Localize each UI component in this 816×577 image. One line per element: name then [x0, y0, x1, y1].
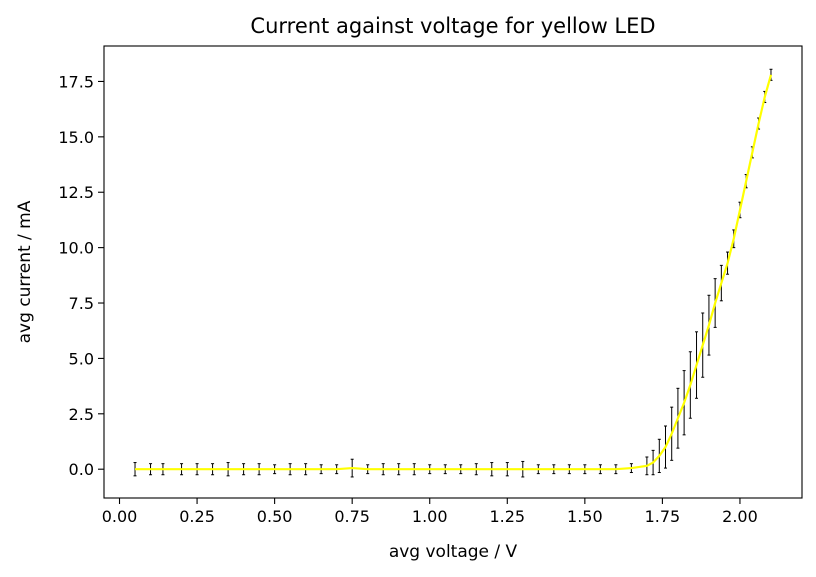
- x-tick-label: 0.25: [179, 507, 215, 526]
- y-tick-label: 15.0: [58, 128, 94, 147]
- x-axis: 0.00 0.25 0.50 0.75 1.00 1.25 1.50 1.75 2.00: [102, 498, 758, 526]
- x-tick-label: 0.50: [257, 507, 293, 526]
- y-tick-label: 2.5: [69, 405, 94, 424]
- chart-title: Current against voltage for yellow LED: [250, 14, 655, 38]
- x-tick-label: 1.00: [412, 507, 448, 526]
- y-tick-label: 17.5: [58, 72, 94, 91]
- x-tick-label: 1.50: [567, 507, 603, 526]
- y-axis-title: avg current / mA: [15, 200, 35, 343]
- y-axis: 0.0 2.5 5.0 7.5 10.0 12.5 15.0 17.5: [58, 72, 104, 479]
- y-tick-label: 10.0: [58, 239, 94, 258]
- y-tick-label: 0.0: [69, 460, 94, 479]
- x-axis-title: avg voltage / V: [389, 542, 518, 562]
- y-tick-label: 5.0: [69, 349, 94, 368]
- y-tick-label: 12.5: [58, 183, 94, 202]
- series-line: [135, 74, 773, 471]
- x-tick-label: 1.25: [489, 507, 525, 526]
- x-tick-label: 0.00: [102, 507, 138, 526]
- y-tick-label: 7.5: [69, 294, 94, 313]
- x-tick-label: 0.75: [334, 507, 370, 526]
- plot-area-frame: [103, 45, 803, 499]
- x-tick-label: 2.00: [722, 507, 758, 526]
- x-tick-label: 1.75: [645, 507, 681, 526]
